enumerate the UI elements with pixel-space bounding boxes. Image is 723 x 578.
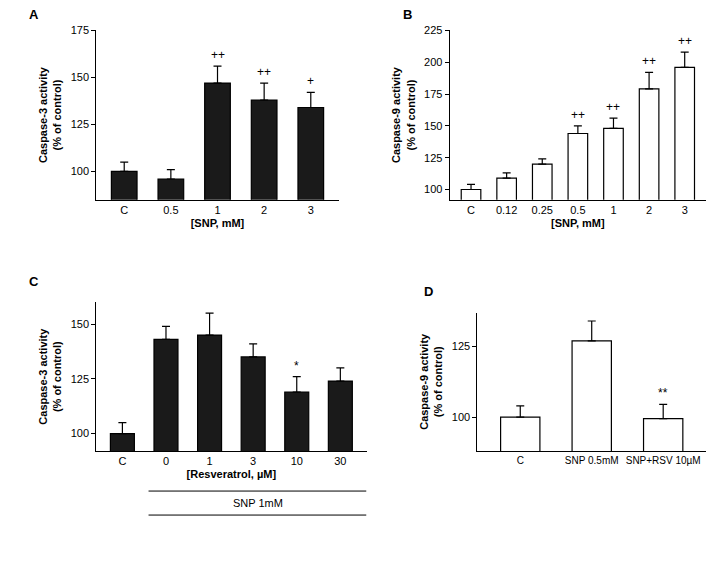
svg-text:++: ++ (211, 48, 225, 62)
svg-text:++: ++ (257, 65, 271, 79)
svg-text:2: 2 (646, 204, 652, 216)
svg-text:[SNP, mM]: [SNP, mM] (551, 217, 605, 229)
svg-text:150: 150 (71, 71, 89, 83)
svg-text:+: + (307, 74, 314, 88)
svg-text:200: 200 (424, 56, 442, 68)
svg-text:A: A (29, 7, 39, 22)
svg-text:125: 125 (71, 373, 89, 385)
svg-text:1: 1 (214, 204, 220, 216)
svg-text:150: 150 (71, 318, 89, 330)
svg-text:++: ++ (678, 34, 692, 48)
svg-text:C: C (517, 455, 524, 466)
svg-text:C: C (467, 204, 475, 216)
svg-text:1: 1 (207, 455, 213, 467)
svg-text:[SNP, mM]: [SNP, mM] (191, 217, 245, 229)
svg-text:C: C (118, 455, 126, 467)
svg-text:[Resveratrol, µM]: [Resveratrol, µM] (187, 468, 277, 480)
svg-text:125: 125 (71, 118, 89, 130)
svg-text:0.5: 0.5 (570, 204, 585, 216)
svg-text:0.25: 0.25 (532, 204, 553, 216)
svg-text:2: 2 (261, 204, 267, 216)
svg-text:**: ** (658, 386, 668, 400)
svg-text:100: 100 (452, 411, 470, 423)
svg-text:D: D (424, 284, 433, 299)
svg-text:++: ++ (606, 100, 620, 114)
svg-text:++: ++ (642, 54, 656, 68)
svg-text:175: 175 (424, 88, 442, 100)
svg-text:3: 3 (250, 455, 256, 467)
svg-text:125: 125 (452, 340, 470, 352)
svg-text:175: 175 (71, 24, 89, 36)
svg-text:C: C (29, 274, 39, 289)
svg-text:SNP+RSV 10µM: SNP+RSV 10µM (626, 455, 701, 466)
svg-text:Caspase-3 activity(% of contro: Caspase-3 activity(% of control) (37, 66, 63, 163)
svg-text:30: 30 (334, 455, 346, 467)
svg-text:3: 3 (682, 204, 688, 216)
svg-text:SNP 0.5mM: SNP 0.5mM (565, 455, 619, 466)
svg-text:C: C (120, 204, 128, 216)
svg-text:0.12: 0.12 (496, 204, 517, 216)
svg-text:150: 150 (424, 120, 442, 132)
svg-text:Caspase-3 activity(% of contro: Caspase-3 activity(% of control) (37, 328, 63, 425)
svg-text:SNP 1mM: SNP 1mM (233, 497, 283, 509)
svg-text:0.5: 0.5 (163, 204, 178, 216)
svg-text:Caspase-9 activity(% of contro: Caspase-9 activity(% of control) (390, 66, 416, 163)
svg-text:0: 0 (163, 455, 169, 467)
svg-text:225: 225 (424, 24, 442, 36)
svg-text:10: 10 (291, 455, 303, 467)
svg-text:100: 100 (71, 165, 89, 177)
svg-text:*: * (294, 359, 299, 373)
svg-text:100: 100 (71, 427, 89, 439)
svg-text:125: 125 (424, 152, 442, 164)
svg-text:++: ++ (571, 108, 585, 122)
svg-text:Caspase-9 activity(% of contro: Caspase-9 activity(% of control) (418, 333, 444, 430)
svg-text:B: B (403, 7, 412, 22)
svg-text:1: 1 (610, 204, 616, 216)
svg-text:3: 3 (308, 204, 314, 216)
svg-text:100: 100 (424, 183, 442, 195)
